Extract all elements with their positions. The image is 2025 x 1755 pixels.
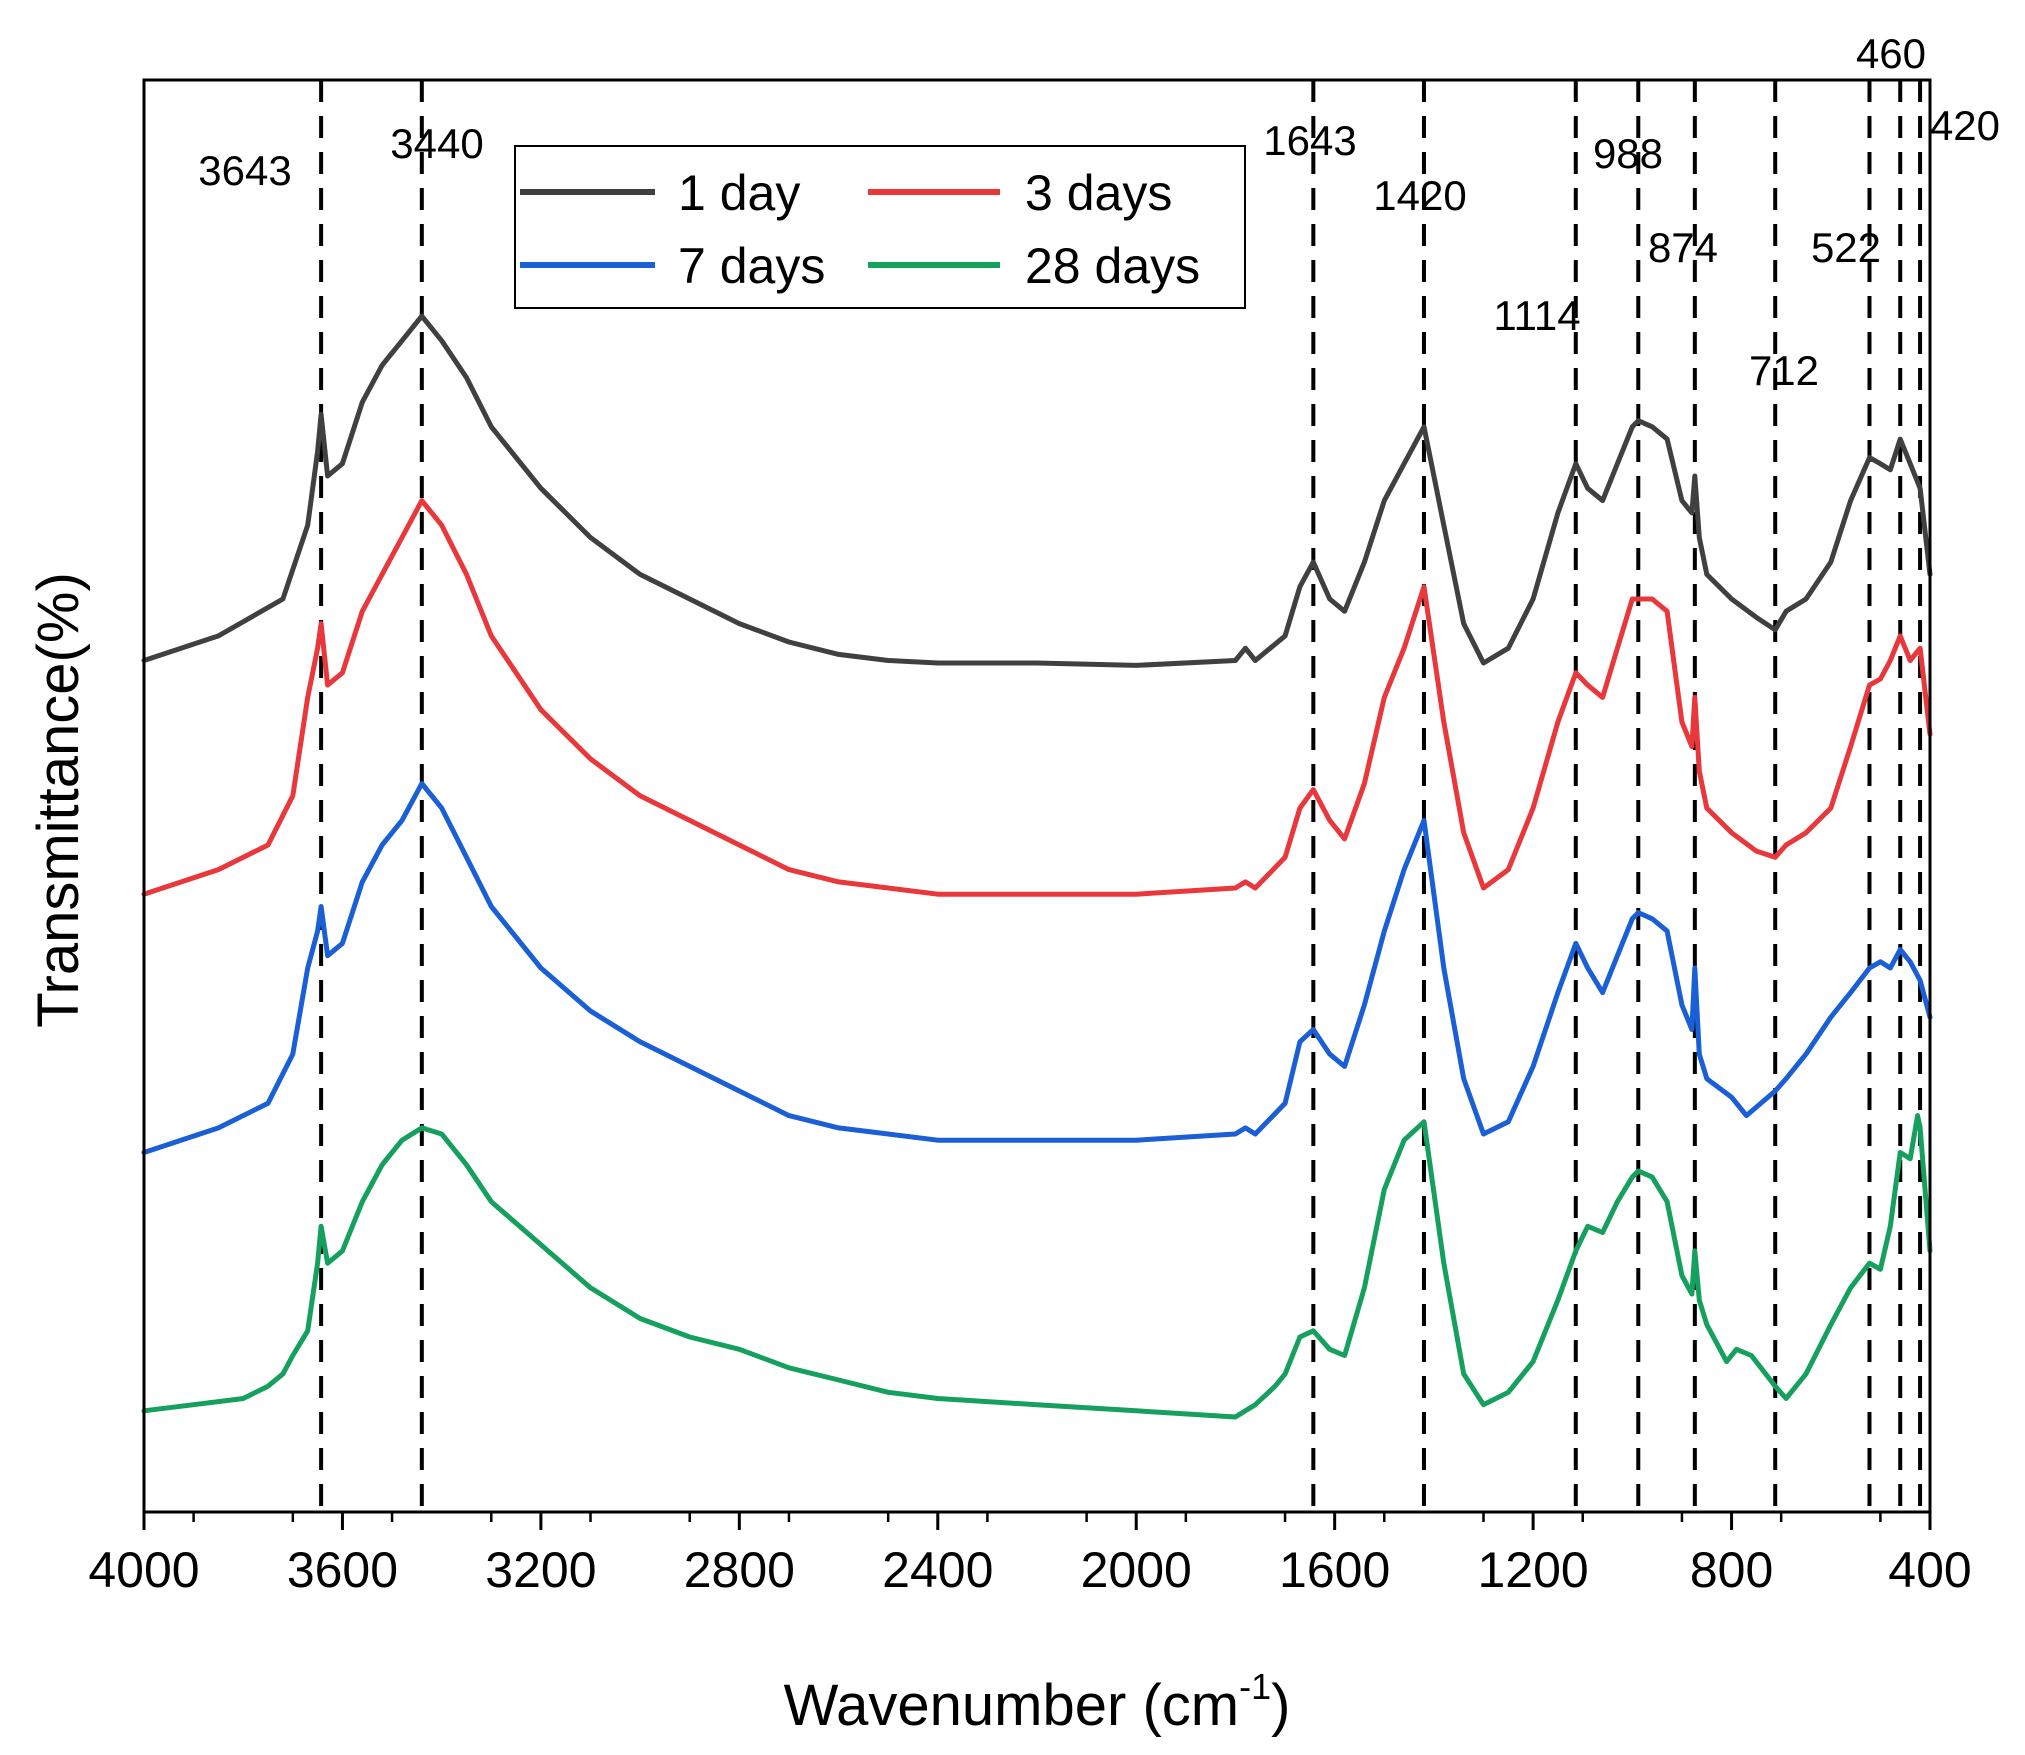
x-tick-label-3600: 3600 bbox=[287, 1542, 398, 1598]
peak-label-712: 712 bbox=[1749, 347, 1819, 394]
series-line-1-day bbox=[141, 313, 1933, 668]
legend-label-7-days: 7 days bbox=[678, 238, 825, 294]
legend-label-28-days: 28 days bbox=[1025, 238, 1200, 294]
peak-label-3643: 3643 bbox=[198, 147, 291, 194]
series-lines bbox=[141, 313, 1933, 1420]
x-axis-title-main: Wavenumber (cm bbox=[784, 1673, 1240, 1738]
legend-label-1-day: 1 day bbox=[678, 165, 800, 221]
peak-label-3440: 3440 bbox=[390, 120, 483, 167]
series-line-28-days bbox=[141, 1113, 1933, 1420]
x-axis-title: Wavenumber (cm-1) bbox=[784, 1666, 1291, 1738]
x-tick-label-2400: 2400 bbox=[882, 1542, 993, 1598]
peak-label-522: 522 bbox=[1811, 224, 1881, 271]
x-axis-title-superscript: -1 bbox=[1239, 1666, 1271, 1707]
x-axis-title-close: ) bbox=[1271, 1673, 1290, 1738]
peak-label-1114: 1114 bbox=[1493, 292, 1580, 339]
x-tick-label-1600: 1600 bbox=[1279, 1542, 1390, 1598]
x-tick-label-4000: 4000 bbox=[88, 1542, 199, 1598]
x-tick-label-2000: 2000 bbox=[1081, 1542, 1192, 1598]
x-tick-label-1200: 1200 bbox=[1477, 1542, 1588, 1598]
peak-label-988: 988 bbox=[1593, 130, 1663, 177]
x-tick-label-2800: 2800 bbox=[684, 1542, 795, 1598]
y-axis-title: Transmittance(%) bbox=[26, 572, 91, 1028]
series-line-7-days bbox=[141, 781, 1933, 1155]
x-tick-label-800: 800 bbox=[1690, 1542, 1773, 1598]
plot-frame bbox=[142, 78, 1932, 1514]
x-tick-label-400: 400 bbox=[1888, 1542, 1971, 1598]
series-line-3-days bbox=[141, 498, 1933, 897]
peak-label-1643: 1643 bbox=[1263, 117, 1356, 164]
x-axis: 4000 3600 3200 2800 2400 2000 1600 1200 800 400 bbox=[88, 1512, 1972, 1598]
peak-label-1420: 1420 bbox=[1373, 172, 1466, 219]
x-tick-label-3200: 3200 bbox=[485, 1542, 596, 1598]
legend-box bbox=[514, 145, 1246, 309]
peak-label-460: 460 bbox=[1856, 30, 1926, 77]
legend-label-3-days: 3 days bbox=[1025, 165, 1172, 221]
peak-label-420: 420 bbox=[1930, 102, 2000, 149]
legend: 1 day 3 days 7 days 28 days bbox=[514, 145, 1246, 309]
peak-label-874: 874 bbox=[1648, 224, 1718, 271]
